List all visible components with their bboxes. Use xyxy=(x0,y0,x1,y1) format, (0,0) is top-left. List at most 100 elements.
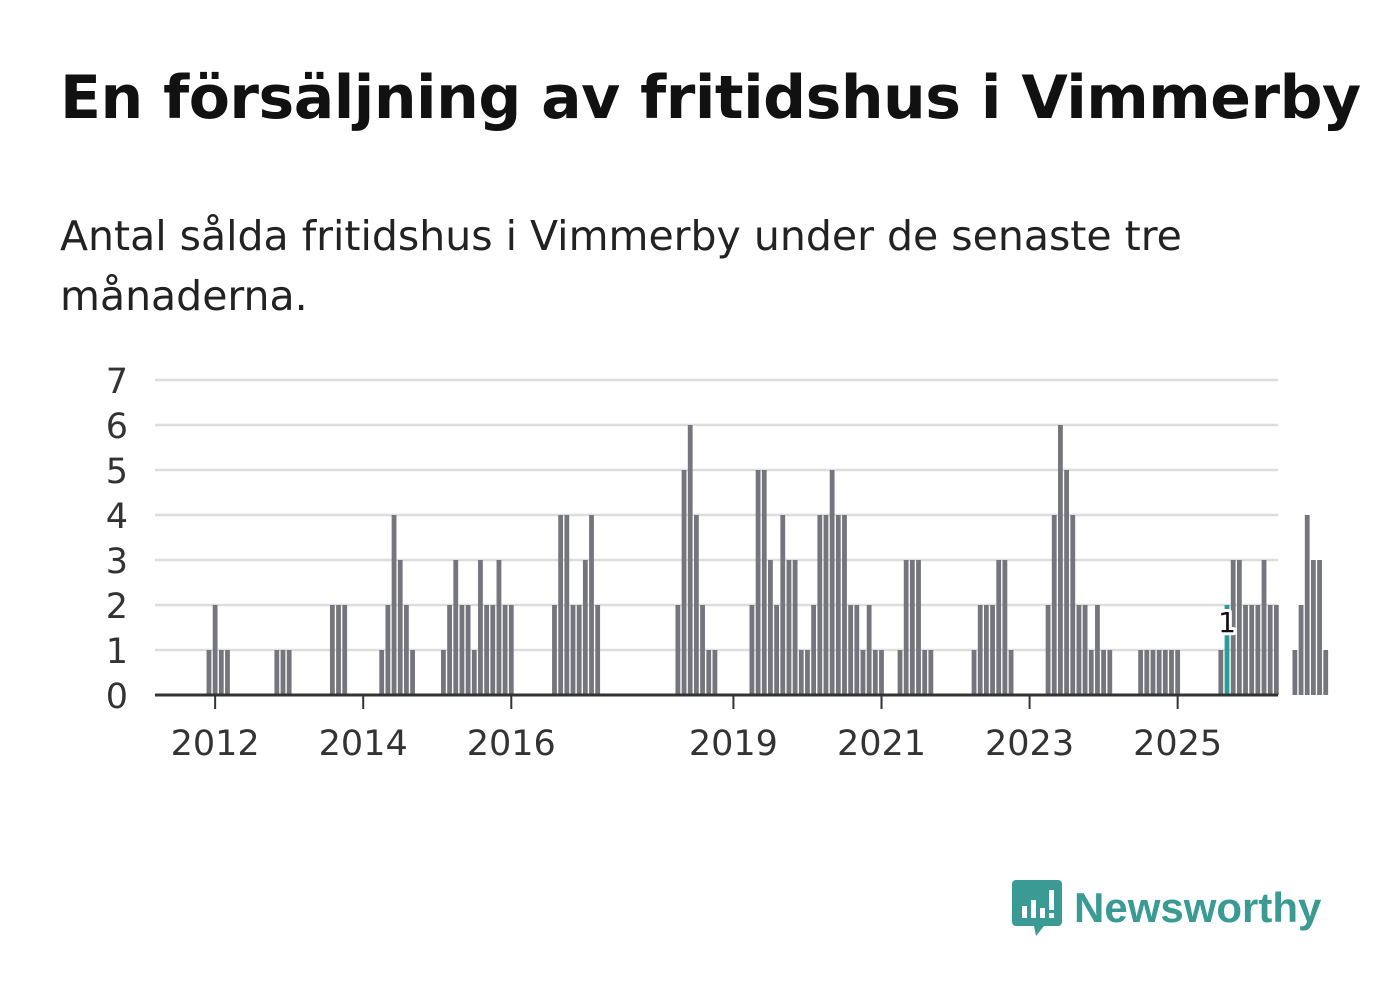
bar xyxy=(576,605,582,695)
bar xyxy=(983,605,989,695)
bar xyxy=(1292,650,1298,695)
bar xyxy=(397,560,403,695)
bar xyxy=(1267,605,1273,695)
bars xyxy=(206,425,1329,695)
bar xyxy=(1144,650,1150,695)
bar xyxy=(1150,650,1156,695)
bar xyxy=(909,560,915,695)
gridlines xyxy=(155,378,1278,652)
bar xyxy=(817,515,823,695)
bar xyxy=(866,605,872,695)
bar xyxy=(404,605,409,695)
bar xyxy=(1310,560,1316,695)
bar xyxy=(490,605,496,695)
bar xyxy=(570,605,576,695)
bar xyxy=(508,605,514,695)
bar xyxy=(681,470,687,695)
bar xyxy=(786,560,792,695)
bar xyxy=(1064,470,1069,695)
bar xyxy=(225,650,230,695)
bar xyxy=(1261,560,1267,695)
bar xyxy=(1230,560,1236,695)
x-tick-label: 2025 xyxy=(1133,724,1222,764)
annotations: 1 xyxy=(1215,603,1239,642)
bar xyxy=(1162,650,1168,695)
bar xyxy=(478,560,483,695)
bar xyxy=(502,605,508,695)
bar xyxy=(903,560,909,695)
bar xyxy=(1273,605,1279,695)
x-tick-label: 2021 xyxy=(837,724,926,764)
bar xyxy=(1323,650,1329,695)
bar xyxy=(916,560,921,695)
bar xyxy=(1008,650,1014,695)
bar xyxy=(564,515,570,695)
bar xyxy=(860,650,866,695)
bar xyxy=(1138,650,1144,695)
bar xyxy=(897,650,903,695)
bar xyxy=(274,650,280,695)
bar xyxy=(848,605,854,695)
y-tick-label: 1 xyxy=(106,632,128,672)
x-axis: 2012 2014 2016 2019 2021 2023 2025 xyxy=(155,693,1278,764)
bar xyxy=(1101,650,1107,695)
bar xyxy=(706,650,712,695)
bar xyxy=(700,605,705,695)
bar xyxy=(1224,605,1230,695)
bar xyxy=(1051,515,1057,695)
bar xyxy=(842,515,847,695)
bar xyxy=(1304,515,1310,695)
bar xyxy=(1317,560,1322,695)
newsworthy-logo[interactable]: Newsworthy xyxy=(1010,878,1321,938)
bar xyxy=(675,605,681,695)
bar xyxy=(990,605,995,695)
bar xyxy=(1175,650,1181,695)
bar xyxy=(496,560,502,695)
bar xyxy=(1088,650,1094,695)
bar xyxy=(385,605,391,695)
newsworthy-icon xyxy=(1012,880,1062,936)
bar xyxy=(465,605,471,695)
y-tick-label: 2 xyxy=(106,587,128,627)
bar xyxy=(286,650,292,695)
bar xyxy=(977,605,983,695)
bar xyxy=(1243,605,1248,695)
bar xyxy=(761,470,767,695)
bar xyxy=(1045,605,1051,695)
bar xyxy=(835,515,841,695)
bar xyxy=(749,605,755,695)
bar xyxy=(453,560,459,695)
x-tick-label: 2014 xyxy=(319,724,408,764)
bar xyxy=(774,605,779,695)
bar xyxy=(447,605,452,695)
highlight-value-label: 1 xyxy=(1218,606,1236,639)
bar xyxy=(1095,605,1100,695)
y-tick-label: 4 xyxy=(106,497,128,537)
bar xyxy=(1002,560,1008,695)
y-tick-label: 7 xyxy=(106,362,128,402)
y-tick-label: 0 xyxy=(106,677,128,717)
bar xyxy=(336,605,341,695)
bar xyxy=(755,470,761,695)
bar xyxy=(854,605,860,695)
bar xyxy=(218,650,224,695)
bar xyxy=(329,605,335,695)
x-tick-label: 2019 xyxy=(689,724,778,764)
bar xyxy=(872,650,878,695)
bar xyxy=(712,650,718,695)
bar xyxy=(687,425,693,695)
bar xyxy=(811,605,817,695)
bar xyxy=(780,515,786,695)
y-tick-label: 5 xyxy=(106,452,128,492)
bar xyxy=(1070,515,1076,695)
x-tick-label: 2012 xyxy=(171,724,260,764)
y-axis-ticks: 0 1 2 3 4 5 6 7 xyxy=(106,362,128,717)
bar xyxy=(1076,605,1082,695)
bar xyxy=(391,515,397,695)
bar xyxy=(582,560,588,695)
bar xyxy=(768,560,773,695)
bar xyxy=(212,605,218,695)
bar xyxy=(471,650,477,695)
bar xyxy=(379,650,385,695)
bar xyxy=(280,650,286,695)
